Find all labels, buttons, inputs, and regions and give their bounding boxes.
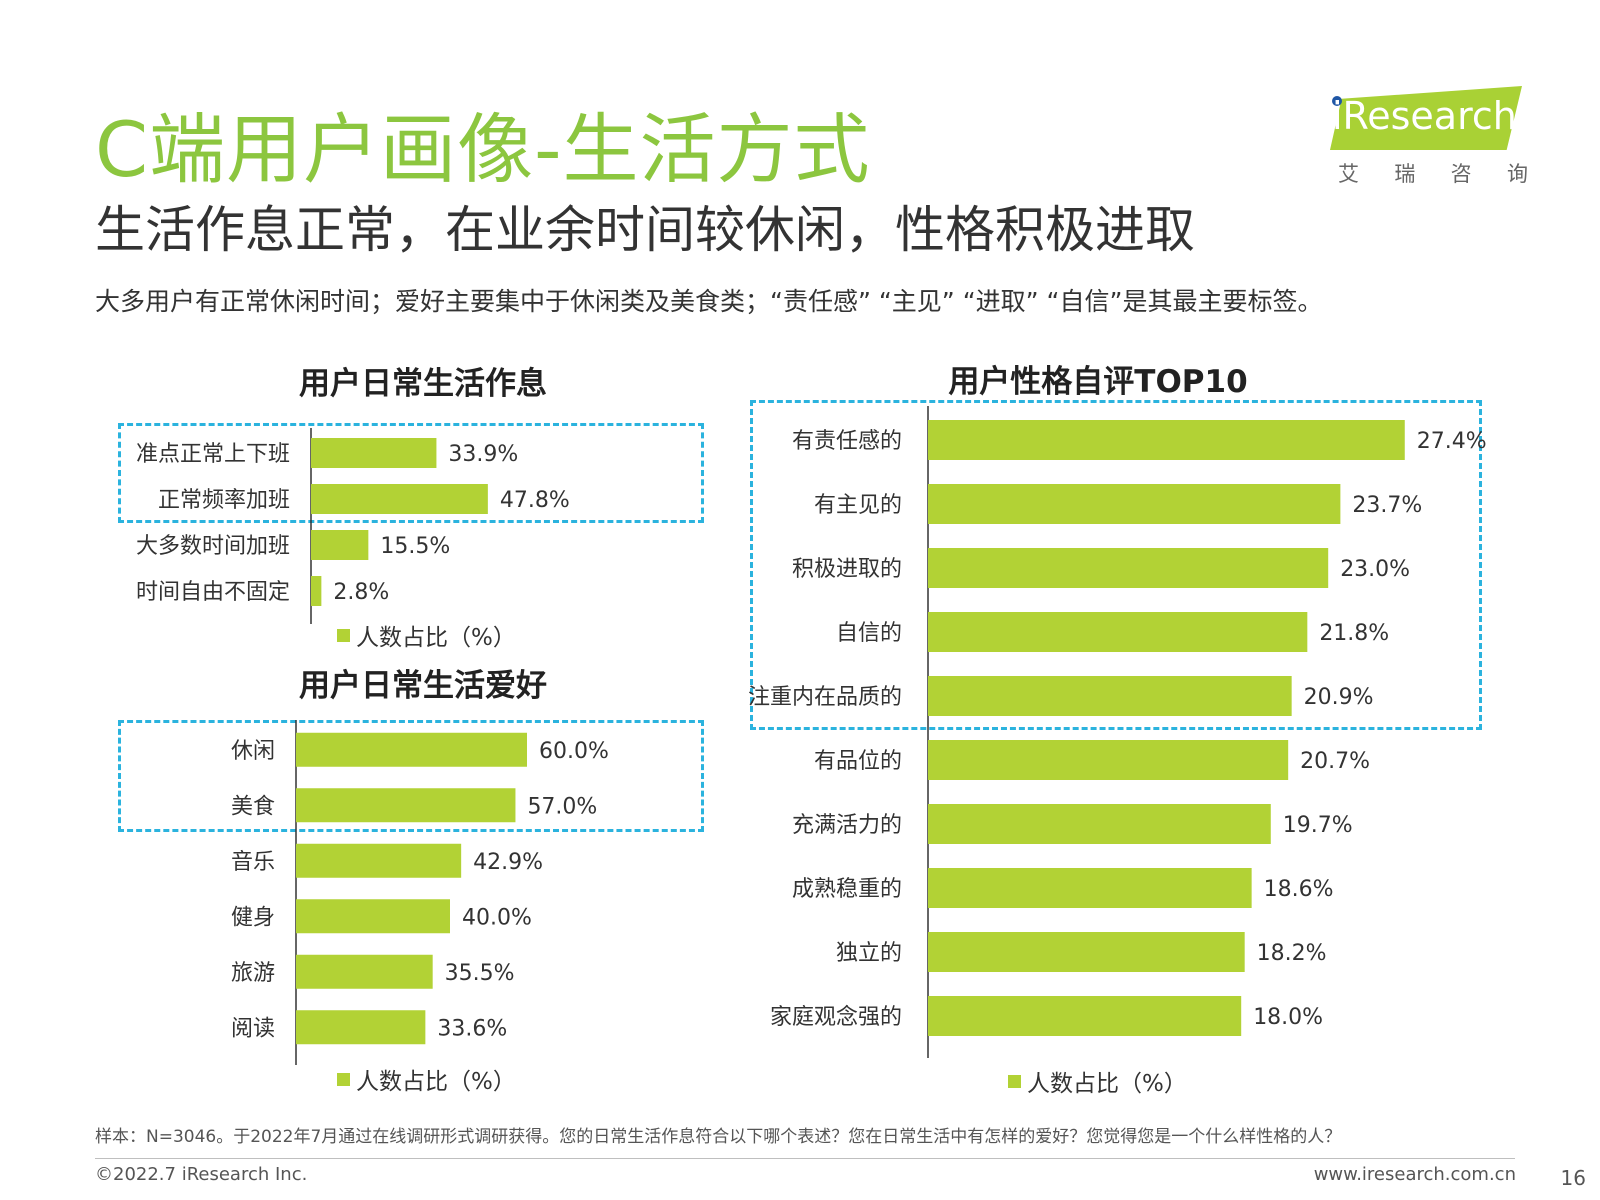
page-title: C端用户画像-生活方式 — [95, 105, 871, 194]
footer-divider — [95, 1158, 1515, 1159]
schedule-chart-title: 用户日常生活作息 — [299, 366, 547, 402]
bar-personality-8 — [928, 932, 1245, 972]
category-label: 休闲 — [231, 739, 275, 764]
logo-subtitle: 艾 瑞 咨 询 — [1338, 158, 1528, 188]
bar-hobby-1 — [296, 788, 516, 823]
schedule-highlight-box — [118, 423, 704, 523]
legend-swatch — [337, 1072, 350, 1086]
bar-hobby-4 — [296, 954, 433, 989]
category-label: 旅游 — [231, 961, 275, 986]
logo-subtitle-char: 询 — [1506, 162, 1528, 186]
bar-hobby-2 — [296, 843, 462, 878]
category-label: 准点正常上下班 — [136, 442, 290, 467]
category-label: 阅读 — [231, 1016, 275, 1041]
data-label: 42.9% — [473, 850, 543, 875]
data-label: 18.6% — [1264, 877, 1334, 902]
data-label: 2.8% — [333, 580, 389, 605]
logo-subtitle-char: 艾 — [1338, 162, 1359, 186]
category-label: 积极进取的 — [792, 557, 902, 582]
category-label: 充满活力的 — [792, 813, 902, 838]
personality-highlight-box — [750, 400, 1482, 730]
logo-subtitle-char: 咨 — [1450, 162, 1472, 186]
personality-chart: 有责任感的 27.4% 有主见的 23.7% 积极进取的 23.0% 自信的 21.8% 注重内… — [748, 406, 1487, 1058]
data-label: 35.5% — [445, 961, 515, 986]
schedule-chart: 准点正常上下班 33.9% 正常频率加班 47.8% 大多数时间加班 15.5% 时间自由不… — [136, 428, 570, 624]
category-label: 大多数时间加班 — [136, 534, 290, 559]
legend-swatch — [1008, 1074, 1021, 1088]
data-label: 40.0% — [462, 905, 532, 930]
bar-hobby-0 — [296, 732, 527, 767]
category-label: 时间自由不固定 — [136, 580, 290, 605]
data-label: 15.5% — [380, 534, 450, 559]
bar-schedule-1 — [311, 484, 488, 514]
data-label: 27.4% — [1417, 429, 1487, 454]
logo-text: iResearch — [1332, 94, 1517, 138]
data-label: 33.9% — [448, 442, 518, 467]
footnote: 样本：N=3046。于2022年7月通过在线调研形式调研获得。您的日常生活作息符… — [95, 1127, 1342, 1147]
hobby-highlight-box — [118, 720, 704, 832]
bar-schedule-2 — [311, 530, 369, 560]
data-label: 20.7% — [1300, 749, 1370, 774]
data-label: 60.0% — [539, 739, 609, 764]
page-summary: 大多用户有正常休闲时间；爱好主要集中于休闲类及美食类；“责任感” “主见” “进… — [95, 287, 1323, 316]
hobby-legend: 人数占比（%） — [337, 1062, 516, 1096]
bar-hobby-3 — [296, 899, 450, 934]
page-subtitle: 生活作息正常，在业余时间较休闲，性格积极进取 — [95, 201, 1195, 259]
data-label: 33.6% — [437, 1016, 507, 1041]
legend-label: 人数占比（%） — [356, 625, 516, 651]
data-label: 18.0% — [1253, 1005, 1323, 1030]
legend-label: 人数占比（%） — [356, 1069, 516, 1095]
bar-hobby-5 — [296, 1010, 426, 1045]
bar-schedule-3 — [311, 576, 322, 606]
category-label: 音乐 — [231, 850, 275, 875]
page-number: 16 — [1560, 1166, 1586, 1190]
data-label: 21.8% — [1319, 621, 1389, 646]
bar-schedule-0 — [311, 438, 437, 468]
bar-personality-6 — [928, 804, 1271, 844]
category-label: 家庭观念强的 — [770, 1005, 902, 1030]
personality-legend: 人数占比（%） — [1008, 1064, 1187, 1098]
website: www.iresearch.com.cn — [1313, 1164, 1516, 1185]
category-label: 有品位的 — [814, 749, 902, 774]
iresearch-logo: iResearch 艾 瑞 咨 询 — [1328, 86, 1528, 186]
data-label: 20.9% — [1304, 685, 1374, 710]
data-label: 23.7% — [1352, 493, 1422, 518]
schedule-legend: 人数占比（%） — [337, 618, 516, 652]
bar-personality-5 — [928, 740, 1289, 780]
data-label: 19.7% — [1283, 813, 1353, 838]
bar-personality-0 — [928, 420, 1405, 460]
category-label: 正常频率加班 — [158, 488, 290, 513]
bar-personality-4 — [928, 676, 1292, 716]
logo-subtitle-char: 瑞 — [1394, 162, 1416, 186]
hobby-chart-title: 用户日常生活爱好 — [299, 668, 547, 704]
bar-personality-1 — [928, 484, 1341, 524]
data-label: 18.2% — [1257, 941, 1327, 966]
bar-personality-9 — [928, 996, 1242, 1036]
hobby-chart: 休闲 60.0% 美食 57.0% 音乐 42.9% 健身 40.0% 旅游 35.5% 阅读 33.… — [231, 720, 609, 1065]
category-label: 健身 — [231, 905, 275, 930]
copyright: ©2022.7 iResearch Inc. — [95, 1164, 308, 1185]
category-label: 注重内在品质的 — [748, 685, 902, 710]
category-label: 有责任感的 — [792, 429, 902, 454]
data-label: 23.0% — [1340, 557, 1410, 582]
category-label: 独立的 — [836, 941, 902, 966]
category-label: 自信的 — [836, 621, 902, 646]
logo-dot — [1332, 96, 1342, 106]
data-label: 47.8% — [500, 488, 570, 513]
bar-personality-3 — [928, 612, 1308, 652]
legend-swatch — [337, 628, 350, 642]
category-label: 成熟稳重的 — [792, 877, 902, 902]
bar-personality-7 — [928, 868, 1252, 908]
bar-personality-2 — [928, 548, 1329, 588]
data-label: 57.0% — [527, 794, 597, 819]
category-label: 美食 — [231, 794, 275, 819]
legend-label: 人数占比（%） — [1027, 1071, 1187, 1097]
personality-chart-title: 用户性格自评TOP10 — [948, 364, 1248, 400]
category-label: 有主见的 — [814, 493, 902, 518]
